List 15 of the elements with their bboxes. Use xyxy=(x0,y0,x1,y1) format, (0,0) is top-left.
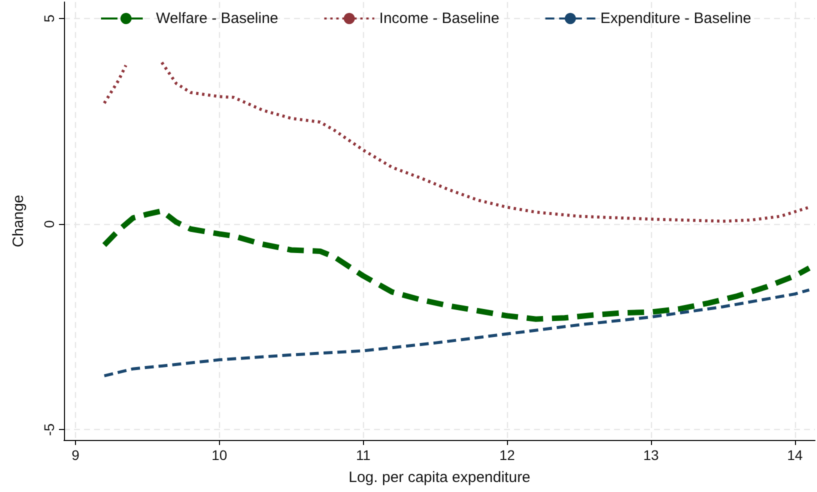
x-tick-label: 12 xyxy=(499,447,516,463)
x-axis-title: Log. per capita expenditure xyxy=(348,469,530,486)
x-tick-label: 11 xyxy=(356,447,371,463)
x-tick-label: 10 xyxy=(212,447,228,463)
line-series xyxy=(102,288,811,378)
legend-label: Income - Baseline xyxy=(379,10,500,27)
legend-label: Expenditure - Baseline xyxy=(600,10,752,27)
legend-label: Welfare - Baseline xyxy=(156,10,278,27)
y-axis-title: Change xyxy=(10,194,27,248)
y-tick-label: -5 xyxy=(41,423,57,436)
x-tick-label: 14 xyxy=(787,447,803,463)
x-tick-label: 13 xyxy=(643,447,659,463)
x-tick-label: 9 xyxy=(72,447,80,463)
y-tick-label: 5 xyxy=(41,14,57,22)
y-tick-label: 0 xyxy=(41,220,57,228)
